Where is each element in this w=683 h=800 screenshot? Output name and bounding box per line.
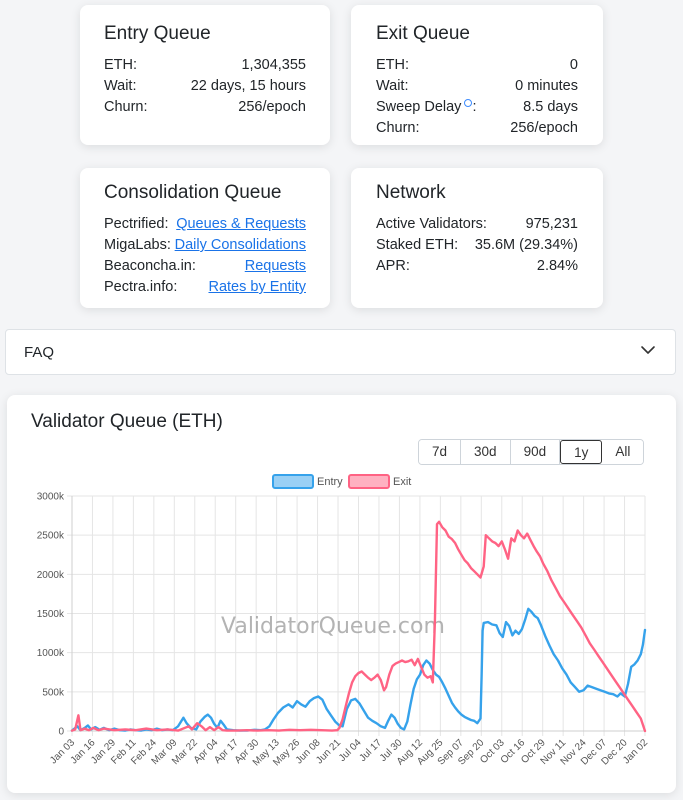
exit-wait-row: Wait: 0 minutes	[376, 76, 578, 97]
staked-eth-label: Staked ETH:	[376, 237, 459, 253]
consolidation-row-beaconchain: Beaconcha.in: Requests	[104, 256, 306, 277]
staked-eth-value: 35.6M (29.34%)	[474, 237, 578, 253]
apr-row: APR: 2.84%	[376, 256, 578, 277]
legend-entry[interactable]: Entry	[272, 474, 343, 489]
apr-value: 2.84%	[536, 258, 578, 274]
y-tick-label: 3000k	[37, 492, 65, 503]
network-card: Network Active Validators: 975,231 Stake…	[351, 168, 603, 308]
y-tick-label: 1000k	[37, 648, 65, 659]
legend-entry-label: Entry	[317, 476, 343, 488]
entry-wait-row: Wait: 22 days, 15 hours	[104, 76, 306, 97]
staked-eth-row: Staked ETH: 35.6M (29.34%)	[376, 235, 578, 256]
chevron-down-icon[interactable]	[639, 341, 657, 363]
migalabs-label: MigaLabs:	[104, 237, 171, 253]
active-validators-value: 975,231	[525, 216, 578, 232]
sweep-delay-value: 8.5 days	[523, 99, 578, 115]
y-tick-label: 500k	[42, 687, 65, 698]
entry-queue-card: Entry Queue ETH: 1,304,355 Wait: 22 days…	[80, 5, 330, 145]
exit-churn-value: 256/epoch	[510, 120, 578, 136]
entry-wait-label: Wait:	[104, 78, 137, 94]
consolidation-row-pectra-info: Pectra.info: Rates by Entity	[104, 277, 306, 298]
exit-churn-row: Churn: 256/epoch	[376, 118, 578, 139]
series-line-entry	[70, 607, 647, 732]
entry-eth-row: ETH: 1,304,355	[104, 55, 306, 76]
entry-wait-value: 22 days, 15 hours	[190, 78, 306, 94]
range-90d-button[interactable]: 90d	[510, 440, 561, 464]
legend-entry-swatch	[272, 474, 314, 489]
validator-queue-chart-card: 0 500k 1000k 1500k 2000k 2500k 3000k Jan 03 Jan…	[7, 395, 676, 793]
exit-wait-label: Wait:	[376, 78, 409, 94]
watermark: ValidatorQueue.com	[221, 614, 445, 639]
sweep-delay-label-group: Sweep Delay:	[376, 97, 476, 118]
active-validators-label: Active Validators:	[376, 216, 487, 232]
range-1y-button[interactable]: 1y	[560, 440, 603, 464]
faq-label: FAQ	[24, 343, 55, 361]
sweep-delay-colon: :	[472, 99, 477, 115]
rates-by-entity-link[interactable]: Rates by Entity	[208, 279, 306, 295]
y-tick-label: 0	[58, 727, 64, 738]
legend-exit-label: Exit	[393, 476, 411, 488]
legend-exit-swatch	[348, 474, 390, 489]
info-icon[interactable]	[464, 99, 473, 107]
pectra-info-label: Pectra.info:	[104, 279, 178, 295]
exit-eth-label: ETH:	[376, 57, 410, 73]
requests-link[interactable]: Requests	[244, 258, 306, 274]
consolidation-row-migalabs: MigaLabs: Daily Consolidations	[104, 235, 306, 256]
entry-churn-label: Churn:	[104, 99, 148, 115]
sweep-delay-label: Sweep Delay	[376, 99, 462, 115]
y-tick-label: 2000k	[37, 570, 65, 581]
series-line-exit	[70, 520, 647, 733]
entry-churn-value: 256/epoch	[238, 99, 306, 115]
y-tick-label: 1500k	[37, 609, 65, 620]
daily-consolidations-link[interactable]: Daily Consolidations	[174, 237, 306, 253]
y-tick-label: 2500k	[37, 531, 65, 542]
exit-churn-label: Churn:	[376, 120, 420, 136]
range-30d-button[interactable]: 30d	[461, 440, 511, 464]
beaconchain-label: Beaconcha.in:	[104, 258, 196, 274]
chart-title: Validator Queue (ETH)	[31, 411, 223, 432]
entry-churn-row: Churn: 256/epoch	[104, 97, 306, 118]
active-validators-row: Active Validators: 975,231	[376, 214, 578, 235]
exit-sweep-delay-row: Sweep Delay: 8.5 days	[376, 97, 578, 118]
validator-queue-chart: 0 500k 1000k 1500k 2000k 2500k 3000k Jan 03Jan…	[37, 474, 650, 768]
exit-queue-title: Exit Queue	[376, 23, 470, 44]
exit-wait-value: 0 minutes	[515, 78, 578, 94]
exit-eth-row: ETH: 0	[376, 55, 578, 76]
range-all-button[interactable]: All	[602, 440, 644, 464]
range-button-group: 7d 30d 90d 1y All	[418, 439, 645, 465]
apr-label: APR:	[376, 258, 410, 274]
chart-series	[70, 520, 647, 733]
y-axis-labels: 0 500k 1000k 1500k 2000k 2500k 3000k	[37, 492, 65, 738]
network-title: Network	[376, 182, 446, 203]
entry-queue-title: Entry Queue	[104, 23, 211, 44]
chart-legend: Entry Exit	[272, 474, 411, 489]
consolidation-queue-card: Consolidation Queue Pectrified: Queues &…	[80, 168, 330, 308]
range-7d-button[interactable]: 7d	[419, 440, 462, 464]
consolidation-row-pectrified: Pectrified: Queues & Requests	[104, 214, 306, 235]
exit-queue-card: Exit Queue ETH: 0 Wait: 0 minutes Sweep …	[351, 5, 603, 145]
chart-grid	[67, 495, 646, 736]
consolidation-queue-title: Consolidation Queue	[104, 182, 282, 203]
entry-eth-value: 1,304,355	[241, 57, 306, 73]
pectrified-label: Pectrified:	[104, 216, 169, 232]
legend-exit[interactable]: Exit	[348, 474, 411, 489]
faq-accordion[interactable]: FAQ	[5, 329, 676, 375]
queues-requests-link[interactable]: Queues & Requests	[176, 216, 306, 232]
exit-eth-value: 0	[569, 57, 578, 73]
entry-eth-label: ETH:	[104, 57, 138, 73]
